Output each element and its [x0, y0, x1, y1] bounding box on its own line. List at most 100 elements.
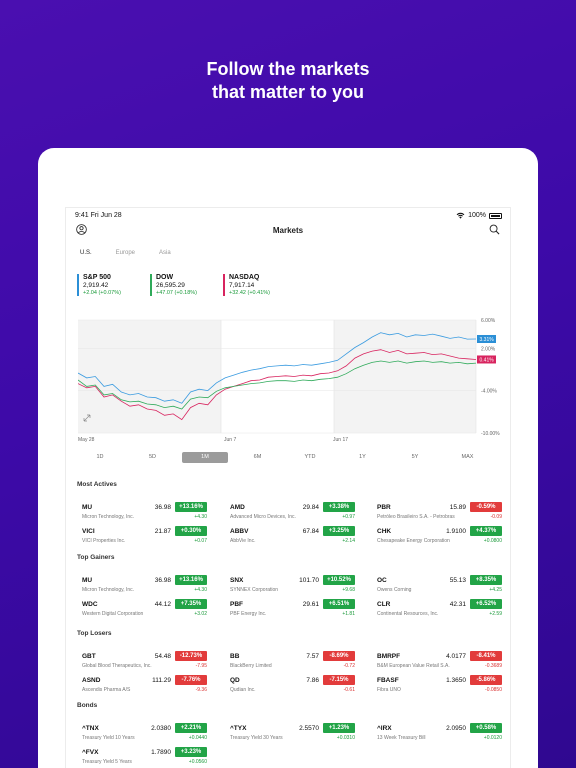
quote-card[interactable]: ^FVX Treasury Yield 5 Years 1.7890 +3.23% +0…	[77, 746, 215, 768]
quote-price: 7.86	[306, 677, 319, 684]
quote-symbol: GBT	[82, 653, 96, 660]
quote-card[interactable]: AMD Advanced Micro Devices, Inc. 29.84 +3.3…	[225, 501, 363, 523]
quote-card[interactable]: FBASF Fibra UNO 1.3650 -5.86% -0.0850	[372, 674, 510, 696]
status-time: 9:41 Fri Jun 28	[75, 212, 122, 219]
tab-asia[interactable]: Asia	[159, 250, 171, 256]
quote-card[interactable]: ASND Ascendis Pharma A/S 111.29 -7.76% -9.36	[77, 674, 215, 696]
quote-change-badge: +13.16%	[175, 575, 207, 585]
market-chart[interactable]: 6.00% 2.00% -4.00% -10.00% 3.31% 0.41% May 28 J…	[78, 318, 501, 448]
quote-name: Treasury Yield 5 Years	[82, 759, 132, 765]
range-1m[interactable]: 1M	[182, 452, 228, 463]
index-card[interactable]: NASDAQ 7,917.14 +32.42 (+0.41%)	[223, 274, 287, 296]
quote-change-abs: +0.0440	[188, 735, 207, 741]
quote-card[interactable]: BB BlackBerry Limited 7.57 -8.69% -0.72	[225, 650, 363, 672]
quote-card[interactable]: ^IRX 13 Week Treasury Bill 2.0950 +0.58% +0.…	[372, 722, 510, 744]
y-tick-label: -4.00%	[481, 389, 497, 395]
status-bar: 9:41 Fri Jun 28 100%	[75, 212, 502, 222]
index-value: 2,919.42	[83, 282, 109, 289]
quote-symbol: ^IRX	[377, 725, 392, 732]
quote-change-badge: +4.37%	[470, 526, 502, 536]
headline: Follow the markets that matter to you	[0, 58, 576, 104]
battery-icon	[489, 212, 502, 219]
quote-card[interactable]: MU Micron Technology, Inc. 36.98 +13.16% +4.…	[77, 501, 215, 523]
quote-card[interactable]: GBT Global Blood Therapeutics, Inc. 54.48-…	[77, 650, 215, 672]
quote-card[interactable]: VICI VICI Properties Inc. 21.87 +0.30% +0.07	[77, 525, 215, 547]
expand-icon[interactable]	[83, 414, 91, 422]
quote-price: 101.70	[299, 577, 319, 584]
tab-europe[interactable]: Europe	[115, 250, 136, 256]
tab-us[interactable]: U.S.	[80, 250, 92, 256]
quote-price: 1.9100	[446, 528, 466, 535]
quote-name: VICI Properties Inc.	[82, 538, 126, 544]
quote-change-badge: +13.16%	[175, 502, 207, 512]
quote-symbol: CLR	[377, 601, 391, 608]
quote-symbol: PBF	[230, 601, 243, 608]
quote-card[interactable]: ABBV AbbVie Inc. 67.84 +3.25% +2.14	[225, 525, 363, 547]
quote-price: 1.3650	[446, 677, 466, 684]
index-change: +2.04 (+0.07%)	[83, 290, 121, 296]
index-symbol: NASDAQ	[229, 274, 260, 281]
quote-symbol: SNX	[230, 577, 244, 584]
quote-change-badge: -8.69%	[323, 651, 355, 661]
chart-shade-band	[334, 320, 476, 433]
index-symbol: DOW	[156, 274, 174, 281]
range-5d[interactable]: 5D	[148, 454, 157, 460]
quote-card[interactable]: CLR Continental Resources, Inc. 42.31 +6.52…	[372, 598, 510, 620]
quote-card[interactable]: BMRPF B&M European Value Retail S.A. 4.017…	[372, 650, 510, 672]
quote-change-badge: -0.59%	[470, 502, 502, 512]
quote-card[interactable]: PBF PBF Energy Inc. 29.61 +6.51% +1.81	[225, 598, 363, 620]
index-card[interactable]: DOW 26,595.29 +47.07 (+0.18%)	[150, 274, 214, 296]
section-title: Most Actives	[77, 481, 117, 488]
quote-card[interactable]: WDC Western Digital Corporation 44.12 +7.35…	[77, 598, 215, 620]
quote-card[interactable]: MU Micron Technology, Inc. 36.98 +13.16% +4.…	[77, 574, 215, 596]
quote-change-badge: +6.51%	[323, 599, 355, 609]
range-ytd[interactable]: YTD	[304, 454, 316, 460]
series-line-s-p-500	[78, 332, 477, 404]
range-1y[interactable]: 1Y	[359, 454, 366, 460]
quote-change-abs: +0.0120	[483, 735, 502, 741]
quote-change-abs: +4.25	[489, 587, 502, 593]
quote-card[interactable]: ^TNX Treasury Yield 10 Years 2.0380 +2.21% +…	[77, 722, 215, 744]
quote-symbol: OC	[377, 577, 387, 584]
quote-price: 44.12	[154, 601, 171, 608]
quote-card[interactable]: QD Qudian Inc. 7.86 -7.15% -0.61	[225, 674, 363, 696]
index-value: 26,595.29	[156, 282, 185, 289]
quote-change-badge: +2.21%	[175, 723, 207, 733]
end-value-label: 0.41%	[480, 357, 495, 363]
quote-card[interactable]: PBR Petróleo Brasileiro S.A. - Petrobras 1…	[372, 501, 510, 523]
quote-change-abs: -0.0850	[485, 687, 502, 693]
quote-price: 111.29	[152, 677, 171, 684]
quote-change-abs: +4.30	[194, 514, 207, 520]
quote-change-abs: +0.97	[342, 514, 355, 520]
range-6m[interactable]: 6M	[253, 454, 262, 460]
quote-symbol: WDC	[82, 601, 98, 608]
range-max[interactable]: MAX	[461, 454, 474, 460]
quote-change-badge: -7.15%	[323, 675, 355, 685]
quote-symbol: ASND	[82, 677, 101, 684]
quote-name: Global Blood Therapeutics, Inc.	[82, 663, 152, 669]
quote-card[interactable]: OC Owens Corning 55.13 +8.35% +4.25	[372, 574, 510, 596]
quote-price: 15.89	[449, 504, 466, 511]
quote-symbol: VICI	[82, 528, 95, 535]
quote-change-badge: -12.73%	[175, 651, 207, 661]
quote-change-abs: +4.30	[194, 587, 207, 593]
quote-price: 36.98	[154, 504, 171, 511]
range-5y[interactable]: 5Y	[411, 454, 419, 460]
quote-card[interactable]: SNX SYNNEX Corporation 101.70 +10.52% +9.68	[225, 574, 363, 596]
quote-card[interactable]: ^TYX Treasury Yield 30 Years 2.5570 +1.23% +…	[225, 722, 363, 744]
quote-symbol: PBR	[377, 504, 391, 511]
quote-name: Advanced Micro Devices, Inc.	[230, 514, 296, 520]
end-value-badge	[477, 334, 496, 343]
profile-icon[interactable]	[76, 224, 87, 235]
range-1d[interactable]: 1D	[96, 454, 104, 460]
quote-card[interactable]: CHK Chesapeake Energy Corporation 1.9100 +4…	[372, 525, 510, 547]
search-icon[interactable]	[489, 224, 500, 235]
y-tick-label: 2.00%	[481, 346, 496, 352]
quote-symbol: CHK	[377, 528, 392, 535]
quote-name: Owens Corning	[377, 587, 412, 593]
index-card[interactable]: S&P 500 2,919.42 +2.04 (+0.07%)	[77, 274, 141, 296]
quote-name: Continental Resources, Inc.	[377, 611, 439, 617]
quote-name: Western Digital Corporation	[82, 611, 144, 617]
y-tick-label: -10.00%	[481, 431, 500, 437]
quote-symbol: ABBV	[230, 528, 249, 535]
